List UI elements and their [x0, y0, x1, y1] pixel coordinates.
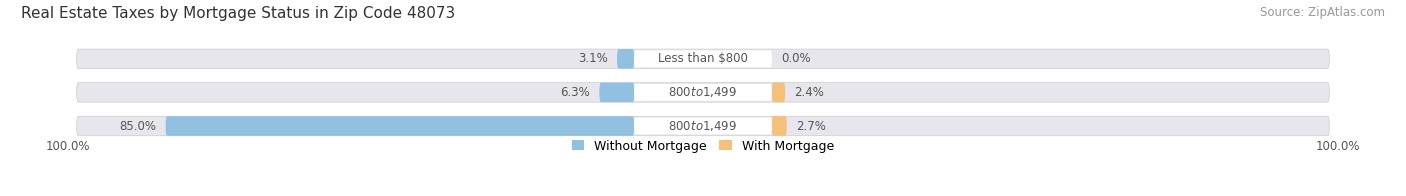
Text: $800 to $1,499: $800 to $1,499 — [668, 85, 738, 99]
Text: Source: ZipAtlas.com: Source: ZipAtlas.com — [1260, 6, 1385, 19]
Text: Real Estate Taxes by Mortgage Status in Zip Code 48073: Real Estate Taxes by Mortgage Status in … — [21, 6, 456, 21]
Text: 2.7%: 2.7% — [796, 120, 827, 132]
FancyBboxPatch shape — [166, 116, 634, 136]
FancyBboxPatch shape — [634, 50, 772, 67]
Text: $800 to $1,499: $800 to $1,499 — [668, 119, 738, 133]
FancyBboxPatch shape — [617, 49, 634, 69]
Text: 0.0%: 0.0% — [782, 52, 811, 65]
Text: 85.0%: 85.0% — [120, 120, 156, 132]
FancyBboxPatch shape — [634, 118, 772, 134]
Text: 6.3%: 6.3% — [560, 86, 591, 99]
Legend: Without Mortgage, With Mortgage: Without Mortgage, With Mortgage — [572, 140, 834, 152]
FancyBboxPatch shape — [772, 116, 787, 136]
FancyBboxPatch shape — [77, 83, 1329, 102]
FancyBboxPatch shape — [77, 116, 1329, 136]
FancyBboxPatch shape — [772, 83, 785, 102]
FancyBboxPatch shape — [634, 84, 772, 101]
Text: 2.4%: 2.4% — [794, 86, 824, 99]
Text: Less than $800: Less than $800 — [658, 52, 748, 65]
FancyBboxPatch shape — [77, 49, 1329, 69]
Text: 3.1%: 3.1% — [578, 52, 607, 65]
Text: 100.0%: 100.0% — [45, 140, 90, 153]
FancyBboxPatch shape — [599, 83, 634, 102]
Text: 100.0%: 100.0% — [1316, 140, 1361, 153]
